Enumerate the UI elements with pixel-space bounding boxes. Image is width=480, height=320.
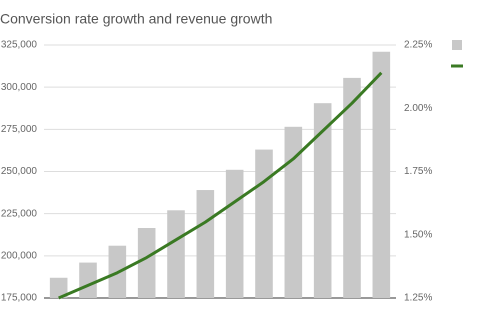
y2-tick-label: 2.00% — [404, 103, 432, 114]
bar — [372, 51, 391, 298]
bar — [343, 77, 361, 298]
bar — [167, 210, 185, 298]
y-tick-label: 325,000 — [1, 40, 38, 51]
bar — [137, 228, 156, 298]
bar — [284, 126, 303, 298]
bar — [313, 103, 332, 298]
y-tick-label: 300,000 — [1, 82, 38, 93]
y-tick-label: 225,000 — [1, 208, 38, 219]
y2-tick-label: 1.75% — [404, 166, 432, 177]
y2-tick-label: 1.50% — [404, 229, 432, 240]
y-tick-label: 175,000 — [1, 293, 38, 304]
bar — [255, 149, 273, 298]
y-tick-label: 250,000 — [1, 166, 38, 177]
bar — [196, 190, 215, 298]
bar — [79, 262, 97, 298]
y2-tick-label: 2.25% — [404, 40, 432, 51]
y2-tick-label: 1.25% — [404, 293, 432, 304]
y-tick-label: 200,000 — [1, 250, 38, 261]
line — [58, 71, 383, 300]
y-tick-label: 275,000 — [1, 124, 38, 135]
bar — [225, 169, 244, 298]
chart-title: Conversion rate growth and revenue growt… — [0, 11, 272, 27]
bar — [49, 277, 68, 298]
legend-swatch — [452, 40, 462, 50]
